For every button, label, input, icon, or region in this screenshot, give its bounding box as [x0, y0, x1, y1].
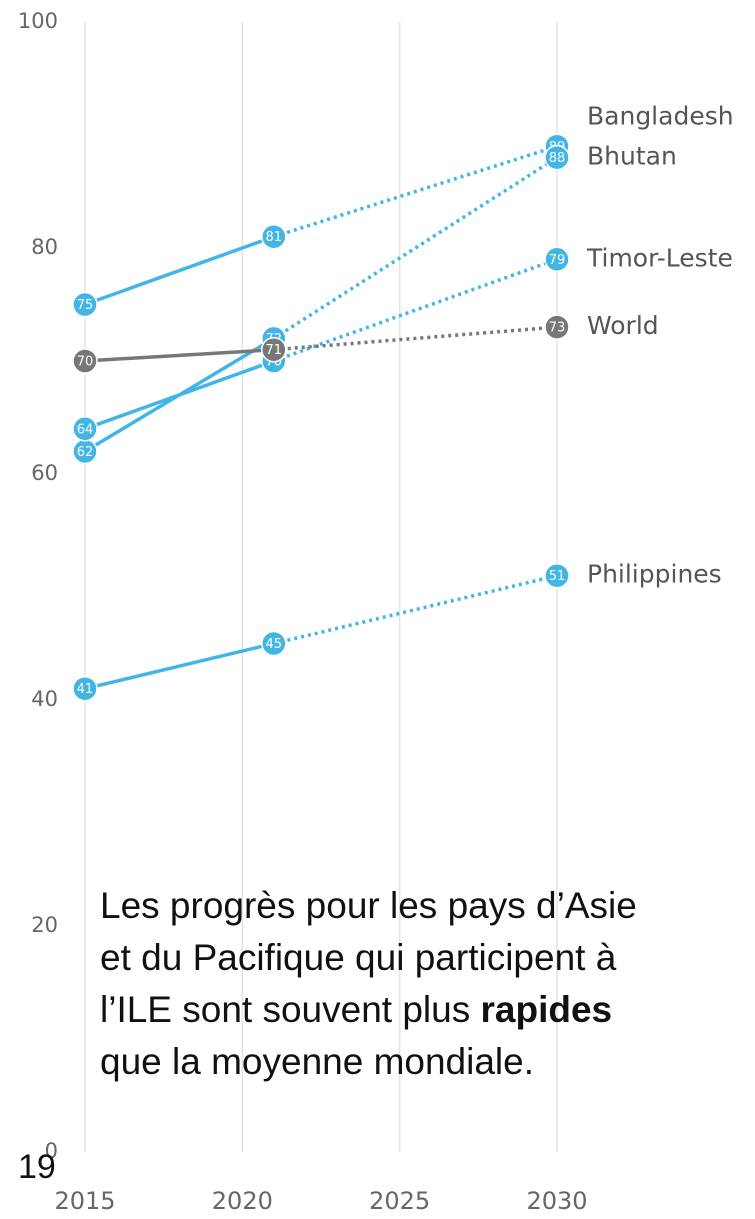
marker — [72, 675, 98, 702]
y-tick-label: 40 — [31, 687, 58, 711]
data-label: 45 — [266, 637, 283, 652]
series-label: Philippines — [587, 560, 722, 589]
page-number: 19 — [18, 1148, 56, 1186]
annotation: Les progrès pour les pays d’Asie et du P… — [100, 880, 755, 1088]
x-tick-label: 2025 — [369, 1187, 430, 1215]
x-tick-label: 2030 — [526, 1187, 587, 1215]
y-tick-label: 60 — [31, 461, 58, 485]
x-tick-label: 2020 — [212, 1187, 273, 1215]
line-solid — [84, 347, 274, 363]
marker — [261, 630, 287, 657]
annotation-bold: rapides — [480, 989, 613, 1030]
line-solid — [84, 235, 275, 307]
data-label: 51 — [549, 569, 566, 584]
marker — [72, 291, 98, 318]
y-tick-label: 100 — [18, 9, 58, 33]
data-label: 62 — [77, 445, 94, 460]
series-label: Timor-Leste — [586, 243, 733, 272]
data-label: 81 — [266, 230, 283, 245]
data-label: 70 — [77, 355, 94, 370]
line-projection — [273, 573, 558, 646]
data-label: 64 — [77, 422, 94, 437]
marker — [72, 348, 98, 374]
marker — [544, 562, 570, 589]
data-label: 73 — [549, 321, 566, 336]
marker — [261, 336, 287, 363]
series-label: Bangladesh — [587, 102, 734, 131]
line-projection — [273, 257, 558, 363]
x-tick-label: 2015 — [54, 1187, 115, 1215]
data-label: 71 — [266, 343, 283, 358]
marker — [261, 223, 287, 250]
annotation-line: l’ILE sont souvent plus rapides — [100, 984, 755, 1036]
y-tick-label: 80 — [31, 235, 58, 259]
line-solid — [84, 641, 275, 691]
series-label: Bhutan — [587, 142, 677, 171]
line-solid — [84, 359, 275, 431]
line-projection — [273, 144, 558, 239]
annotation-line: que la moyenne mondiale. — [100, 1041, 535, 1082]
line-projection — [272, 156, 558, 340]
line-projection — [273, 325, 558, 352]
data-label: 41 — [77, 682, 94, 697]
y-tick-label: 0 — [45, 1139, 58, 1163]
annotation-text: l’ILE sont souvent plus — [100, 989, 481, 1030]
data-label: 88 — [549, 151, 566, 166]
annotation-line: Les progrès pour les pays d’Asie — [100, 885, 637, 926]
y-tick-label: 20 — [31, 913, 58, 937]
marker — [72, 416, 98, 442]
marker — [544, 144, 570, 171]
marker — [544, 246, 570, 273]
marker — [544, 314, 570, 340]
data-label: 75 — [77, 298, 94, 313]
series-label: World — [587, 311, 659, 340]
data-label: 79 — [549, 253, 566, 268]
annotation-line: et du Pacifique qui participent à — [100, 937, 617, 978]
